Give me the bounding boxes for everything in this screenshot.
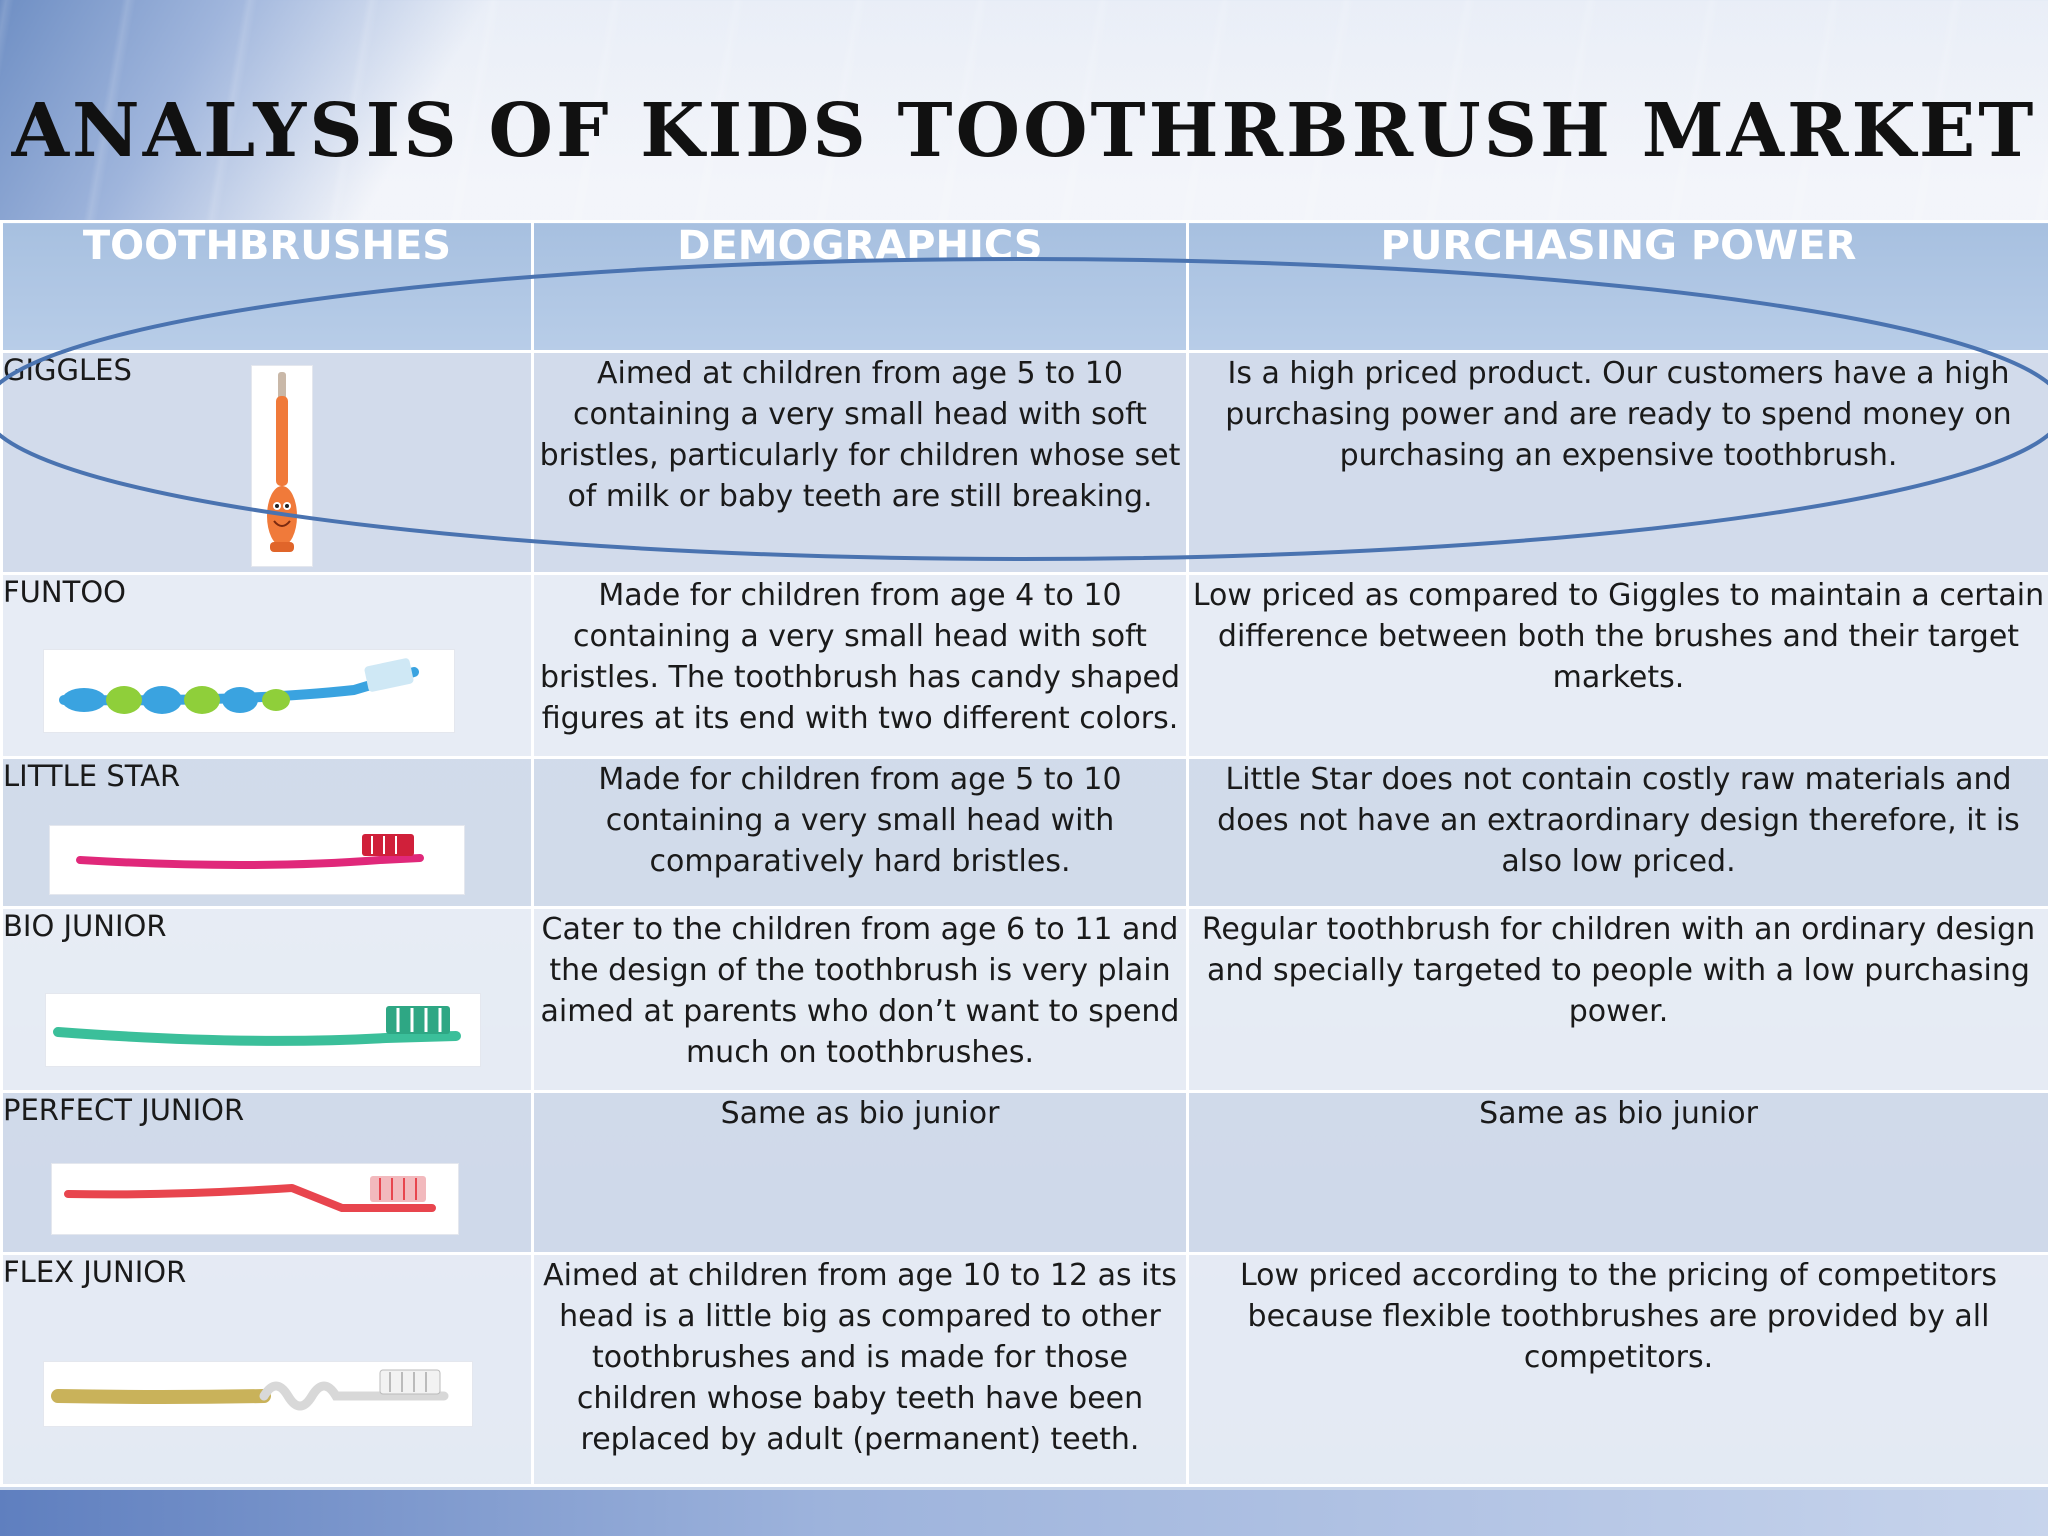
header-toothbrushes: TOOTHBRUSHES	[0, 220, 534, 353]
funtoo-toothbrush-image	[43, 649, 455, 733]
toothbrush-cell: FLEX JUNIOR	[0, 1252, 534, 1487]
purchasing-power-cell: Same as bio junior	[1186, 1090, 2048, 1255]
table-row: PERFECT JUNIOR Same as bio junior Same a…	[0, 1090, 2048, 1255]
background-rays	[0, 0, 2048, 230]
toothbrush-name: PERFECT JUNIOR	[3, 1093, 245, 1127]
toothbrush-cell: PERFECT JUNIOR	[0, 1090, 534, 1255]
toothbrush-name: BIO JUNIOR	[3, 909, 167, 943]
background-footer-band	[0, 1490, 2048, 1536]
demographics-cell: Made for children from age 5 to 10 conta…	[531, 756, 1189, 909]
slide-title: ANALYSIS OF KIDS TOOTHRBRUSH MARKET	[11, 88, 2037, 174]
table-header-row: TOOTHBRUSHES DEMOGRAPHICS PURCHASING POW…	[0, 220, 2048, 353]
perfect-junior-toothbrush-image	[51, 1163, 459, 1235]
purchasing-power-cell: Low priced as compared to Giggles to mai…	[1186, 572, 2048, 759]
toothbrush-name: FLEX JUNIOR	[3, 1255, 187, 1289]
purchasing-power-cell: Regular toothbrush for children with an …	[1186, 906, 2048, 1093]
table-row: LITTLE STAR Made for children from age 5…	[0, 756, 2048, 909]
little-star-toothbrush-image	[49, 825, 465, 895]
header-purchasing-power: PURCHASING POWER	[1186, 220, 2048, 353]
market-analysis-table: TOOTHBRUSHES DEMOGRAPHICS PURCHASING POW…	[0, 220, 2048, 1487]
purchasing-power-cell: Little Star does not contain costly raw …	[1186, 756, 2048, 909]
table-row: BIO JUNIOR Cater to the children from ag…	[0, 906, 2048, 1093]
toothbrush-cell: LITTLE STAR	[0, 756, 534, 909]
table-row: FUNTOO Made for children from age 4 to 1…	[0, 572, 2048, 759]
purchasing-power-cell: Is a high priced product. Our customers …	[1186, 350, 2048, 575]
demographics-cell: Cater to the children from age 6 to 11 a…	[531, 906, 1189, 1093]
toothbrush-cell: GIGGLES	[0, 350, 534, 575]
toothbrush-cell: BIO JUNIOR	[0, 906, 534, 1093]
toothbrush-name: FUNTOO	[3, 575, 126, 609]
demographics-cell: Aimed at children from age 5 to 10 conta…	[531, 350, 1189, 575]
header-demographics: DEMOGRAPHICS	[531, 220, 1189, 353]
flex-junior-toothbrush-image	[43, 1361, 473, 1427]
table-row: FLEX JUNIOR Aimed at children from age 1…	[0, 1252, 2048, 1487]
demographics-cell: Same as bio junior	[531, 1090, 1189, 1255]
toothbrush-name: LITTLE STAR	[3, 759, 181, 793]
background-accent	[0, 0, 520, 230]
table-row: GIGGLES Aimed at children from	[0, 350, 2048, 575]
demographics-cell: Made for children from age 4 to 10 conta…	[531, 572, 1189, 759]
giggles-toothbrush-image	[251, 365, 313, 567]
demographics-cell: Aimed at children from age 10 to 12 as i…	[531, 1252, 1189, 1487]
purchasing-power-cell: Low priced according to the pricing of c…	[1186, 1252, 2048, 1487]
bio-junior-toothbrush-image	[45, 993, 481, 1067]
toothbrush-cell: FUNTOO	[0, 572, 534, 759]
